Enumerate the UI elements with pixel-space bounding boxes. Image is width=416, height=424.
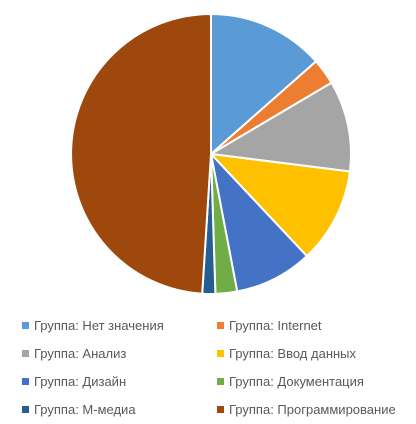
legend-swatch xyxy=(22,322,29,329)
pie-slice-5 xyxy=(209,150,309,293)
legend-item-7: Группа: М-медиа xyxy=(22,400,217,419)
legend-swatch xyxy=(22,406,29,413)
legend-swatch xyxy=(22,350,29,357)
legend-label: Группа: Программирование xyxy=(229,402,396,417)
legend-item-8: Группа: Программирование xyxy=(217,400,412,419)
legend-item-6: Группа: Документация xyxy=(217,372,412,391)
legend-label: Группа: Internet xyxy=(229,318,322,333)
legend-item-4: Группа: Ввод данных xyxy=(217,344,412,363)
legend-label: Группа: Ввод данных xyxy=(229,346,357,361)
legend-item-3: Группа: Анализ xyxy=(22,344,217,363)
chart-legend: Группа: Нет значения Группа: Internet Груп… xyxy=(22,316,412,419)
legend-label: Группа: Нет значения xyxy=(34,318,164,333)
legend-label: Группа: Анализ xyxy=(34,346,127,361)
pie-slice-4 xyxy=(208,152,352,258)
legend-item-2: Группа: Internet xyxy=(217,316,412,335)
legend-swatch xyxy=(217,322,224,329)
legend-swatch xyxy=(217,350,224,357)
legend-label: Группа: Дизайн xyxy=(34,374,127,389)
legend-swatch xyxy=(22,378,29,385)
legend-label: Группа: Документация xyxy=(229,374,364,389)
pie-slice-1 xyxy=(210,12,318,157)
legend-swatch xyxy=(217,378,224,385)
pie-slice-3 xyxy=(207,81,353,173)
legend-item-1: Группа: Нет значения xyxy=(22,316,217,335)
legend-label: Группа: М-медиа xyxy=(34,402,136,417)
pie-slice-8 xyxy=(70,12,212,295)
legend-swatch xyxy=(217,406,224,413)
pie-plot-area xyxy=(70,12,353,295)
legend-item-5: Группа: Дизайн xyxy=(22,372,217,391)
